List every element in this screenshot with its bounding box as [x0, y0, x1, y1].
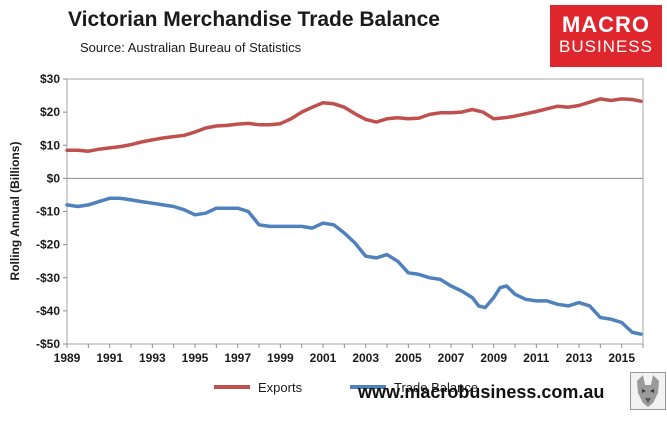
x-tick-label: 2011: [523, 351, 549, 365]
series-line-trade-balance: [65, 196, 643, 336]
y-tick-label: $20: [40, 105, 60, 119]
x-tick-label: 2009: [480, 351, 507, 365]
x-tick-label: 1993: [139, 351, 166, 365]
y-tick-label: $10: [40, 138, 60, 152]
y-tick-label: -$50: [36, 337, 60, 351]
y-axis-label: Rolling Annual (Billions): [8, 142, 22, 281]
x-tick-label: 2013: [566, 351, 593, 365]
x-axis: 1989 1991 1993 1995 1997 1999 2001 2003 2005 2007…: [54, 344, 644, 365]
series-lines: [65, 97, 643, 336]
y-tick-label: -$30: [36, 271, 60, 285]
x-tick-label: 1999: [267, 351, 294, 365]
x-tick-label: 1991: [96, 351, 123, 365]
x-tick-label: 2001: [310, 351, 337, 365]
website-url[interactable]: www.macrobusiness.com.au: [358, 382, 605, 402]
logo-line-2: BUSINESS: [559, 37, 653, 56]
x-tick-label: 2007: [438, 351, 465, 365]
legend-label-trade-balance: Trade Balance: [394, 380, 478, 395]
logo-line-1: MACRO: [561, 12, 651, 37]
y-tick-label: -$20: [36, 238, 60, 252]
series-line-exports: [65, 97, 643, 153]
x-tick-label: 1989: [54, 351, 81, 365]
y-tick-label: -$10: [36, 205, 60, 219]
y-tick-label: $30: [40, 72, 60, 86]
x-tick-label: 2005: [395, 351, 422, 365]
wolf-logo-icon: [630, 372, 666, 410]
x-tick-label: 2015: [608, 351, 635, 365]
y-tick-label: $0: [47, 171, 61, 185]
chart-source: Source: Australian Bureau of Statistics: [80, 40, 302, 55]
y-tick-label: -$40: [36, 304, 60, 318]
chart-title: Victorian Merchandise Trade Balance: [68, 8, 440, 31]
x-tick-label: 1997: [224, 351, 251, 365]
legend-label-exports: Exports: [258, 380, 303, 395]
legend: Exports Trade Balance: [214, 380, 478, 395]
y-axis: $30 $20 $10 $0 -$10 -$20 -$30 -$40 -$50: [36, 72, 67, 351]
x-tick-label: 2003: [352, 351, 379, 365]
macrobusiness-logo[interactable]: MACRO BUSINESS: [550, 5, 662, 67]
x-tick-label: 1995: [182, 351, 209, 365]
